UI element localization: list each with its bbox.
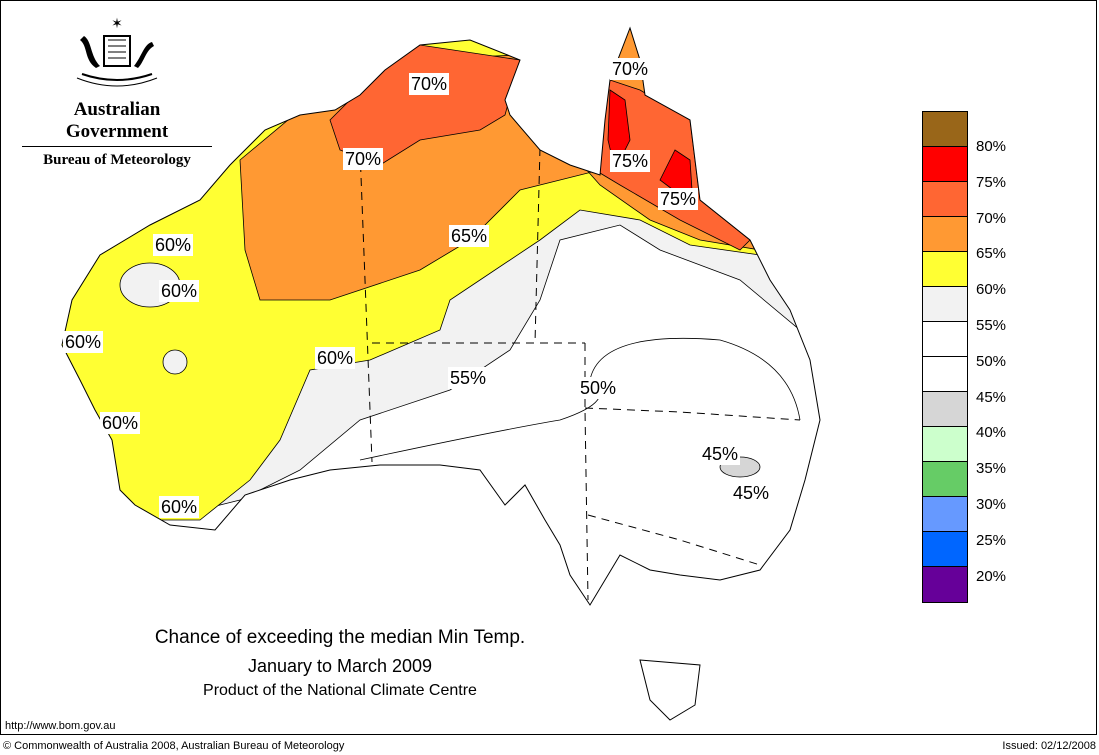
contour-label: 60%	[100, 412, 141, 434]
coat-of-arms-icon: ✶	[76, 17, 158, 87]
svg-text:✶: ✶	[111, 17, 123, 32]
contour-label: 45%	[731, 482, 772, 504]
legend-swatch	[923, 322, 967, 357]
legend-tick: 40%	[976, 424, 1007, 442]
contour-label: 70%	[409, 73, 450, 95]
bom-url-link[interactable]: http://www.bom.gov.au	[5, 720, 116, 732]
legend-swatch	[923, 252, 967, 287]
legend-tick: 70%	[976, 209, 1007, 227]
contour-label: 60%	[159, 280, 200, 302]
map-title: Chance of exceeding the median Min Temp.	[154, 627, 526, 648]
legend-tick: 65%	[976, 245, 1007, 263]
legend-swatch	[923, 287, 967, 322]
australia-map	[61, 27, 821, 721]
contour-label: 45%	[700, 443, 741, 465]
legend-tick: 60%	[976, 281, 1007, 299]
contour-label: 55%	[448, 367, 489, 389]
map-frame	[0, 0, 1097, 735]
state-borders	[359, 147, 801, 601]
tasmania	[639, 659, 701, 721]
legend-tick: 20%	[976, 567, 1007, 585]
legend-tick: 80%	[976, 138, 1007, 155]
region-55-60-wa-small	[162, 349, 188, 375]
bureau-name: Bureau of Meteorology	[43, 152, 191, 168]
issued-date: Issued: 02/12/2008	[1002, 740, 1096, 752]
contour-label: 60%	[63, 331, 104, 353]
legend-tick: 55%	[976, 317, 1007, 334]
legend-swatch	[923, 497, 967, 532]
legend-tick: 50%	[976, 352, 1007, 370]
color-legend	[922, 111, 968, 603]
contour-label: 65%	[449, 225, 490, 247]
contour-label: 60%	[315, 347, 356, 369]
contour-label: 60%	[159, 496, 200, 518]
legend-swatch	[923, 147, 967, 182]
map-period: January to March 2009	[247, 656, 433, 676]
legend-tick: 45%	[976, 388, 1007, 406]
legend-swatch	[923, 567, 967, 602]
legend-swatch	[923, 217, 967, 252]
legend-tick: 25%	[976, 531, 1007, 549]
legend-tick: 75%	[976, 173, 1007, 191]
org-name: Australian Government	[22, 99, 212, 147]
contour-label: 70%	[610, 58, 651, 80]
legend-tick: 35%	[976, 460, 1007, 478]
legend-swatch	[923, 182, 967, 217]
legend-tick: 30%	[976, 496, 1007, 513]
contour-label: 75%	[658, 188, 699, 210]
contour-label: 60%	[153, 234, 194, 256]
contour-label: 70%	[343, 148, 384, 170]
contour-label: 75%	[610, 150, 651, 172]
legend-swatch	[923, 532, 967, 567]
legend-swatch	[923, 112, 967, 147]
copyright: © Commonwealth of Australia 2008, Austra…	[3, 740, 345, 752]
bom-logo: ✶ Australian Government Bureau of Meteor…	[22, 16, 212, 169]
legend-swatch	[923, 392, 967, 427]
contour-label: 50%	[578, 377, 619, 399]
legend-swatch	[923, 357, 967, 392]
map-product: Product of the National Climate Centre	[203, 682, 477, 699]
legend-swatch	[923, 427, 967, 462]
legend-swatch	[923, 462, 967, 497]
